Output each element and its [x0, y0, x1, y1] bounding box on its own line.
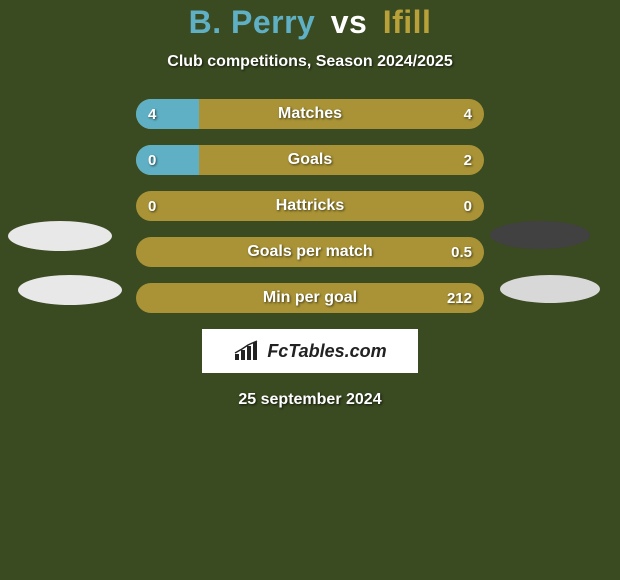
stat-value-right: 0.5: [451, 237, 472, 267]
player1-name: B. Perry: [189, 4, 316, 40]
stat-row: Goals02: [136, 145, 484, 175]
stat-row-left-fill: [136, 145, 199, 175]
player2-badge-top: [490, 221, 590, 249]
vs-separator: vs: [331, 4, 368, 40]
date: 25 september 2024: [0, 391, 620, 409]
stat-label: Hattricks: [136, 191, 484, 221]
stat-value-left: 4: [148, 99, 156, 129]
stat-row: Goals per match0.5: [136, 237, 484, 267]
stat-label: Min per goal: [136, 283, 484, 313]
stat-rows: Matches44Goals02Hattricks00Goals per mat…: [136, 99, 484, 313]
comparison-infographic: B. Perry vs Ifill Club competitions, Sea…: [0, 0, 620, 580]
player1-badge-top: [8, 221, 112, 251]
stat-value-right: 2: [464, 145, 472, 175]
site-badge: FcTables.com: [202, 329, 418, 373]
player2-name: Ifill: [383, 4, 432, 40]
stat-value-left: 0: [148, 145, 156, 175]
stat-row: Matches44: [136, 99, 484, 129]
page-title: B. Perry vs Ifill: [0, 4, 620, 41]
subtitle: Club competitions, Season 2024/2025: [0, 53, 620, 71]
stat-row-left-fill: [136, 99, 199, 129]
stat-label: Goals per match: [136, 237, 484, 267]
player2-badge-bottom: [500, 275, 600, 303]
stat-row: Hattricks0 0: [136, 191, 484, 221]
stat-row: Min per goal212: [136, 283, 484, 313]
stat-value-right: 0: [464, 191, 472, 221]
site-badge-text: FcTables.com: [267, 341, 386, 362]
stat-value-right: 4: [464, 99, 472, 129]
chart-area: Matches44Goals02Hattricks00Goals per mat…: [0, 99, 620, 313]
stat-value-left: 0: [148, 191, 156, 221]
bar-chart-icon: [233, 340, 261, 362]
stat-value-right: 212: [447, 283, 472, 313]
player1-badge-bottom: [18, 275, 122, 305]
